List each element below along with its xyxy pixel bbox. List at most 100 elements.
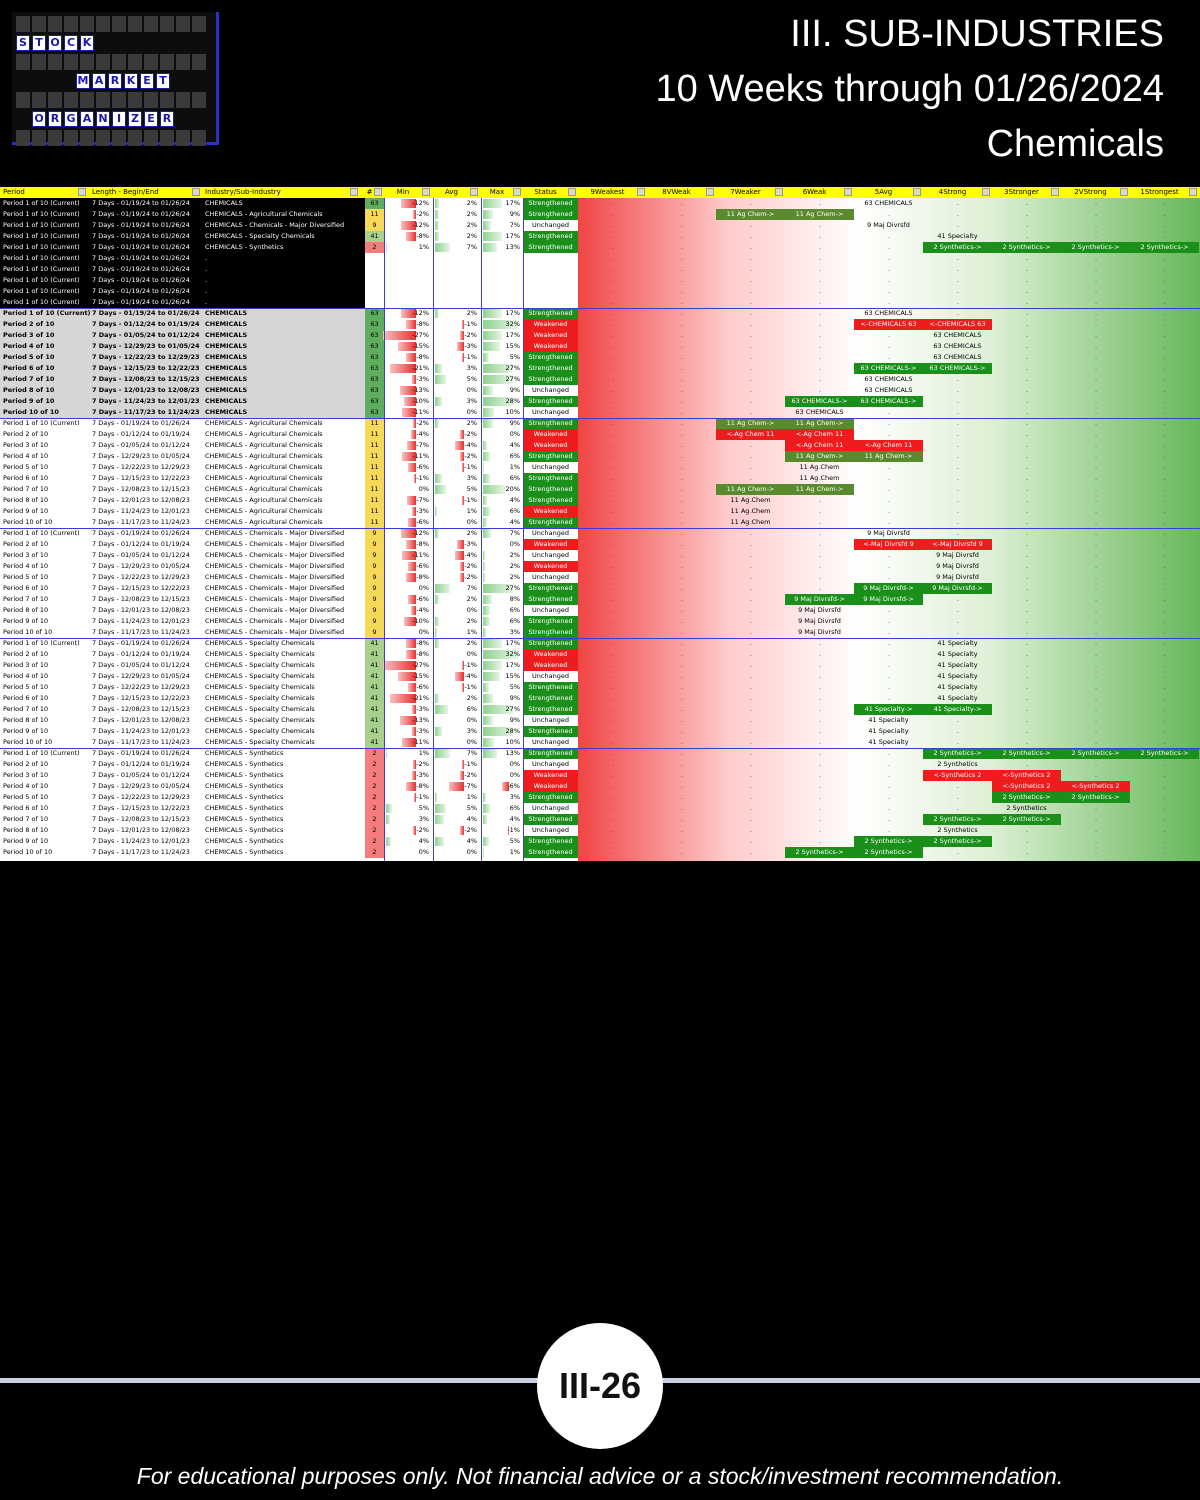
max-cell: 4% [481,814,523,825]
table-row: Period 1 of 10 (Current) 7 Days - 01/19/2… [0,748,1200,759]
rank-placeholder: . [1163,727,1167,735]
min-bar [383,661,416,670]
industry-cell: CHEMICALS - Synthetics [205,804,284,812]
table-row: Period 2 of 10 7 Days - 01/12/24 to 01/19… [0,319,1200,330]
industry-cell: CHEMICALS - Agricultural Chemicals [205,441,323,449]
avg-bar [459,771,464,780]
logo-tile [192,54,206,70]
rank-placeholder: . [611,826,615,834]
min-cell: -3% [384,726,432,737]
column-header[interactable]: 5Avg [874,188,893,196]
row-background [0,231,365,242]
rank-placeholder: . [680,320,684,328]
min-cell: -6% [384,517,432,528]
rank-label: 63 CHEMICALS [864,199,913,207]
column-header[interactable]: 3Stronger [1004,188,1039,196]
status-badge: Strengthened [523,396,578,407]
filter-dropdown-icon[interactable] [913,188,921,196]
column-header[interactable]: 6Weak [802,188,827,196]
rank-placeholder: . [1025,672,1029,680]
column-header[interactable]: Min [396,188,410,196]
rank-placeholder: . [611,199,615,207]
column-header[interactable]: Max [489,188,505,196]
max-cell: 10% [481,407,523,418]
column-header[interactable]: 4Strong [938,188,967,196]
filter-dropdown-icon[interactable] [1051,188,1059,196]
period-cell: Period 7 of 10 [3,375,55,383]
column-header[interactable]: 8VWeak [662,188,691,196]
filter-dropdown-icon[interactable] [982,188,990,196]
min-bar [408,518,416,527]
logo-letter: R [48,111,62,127]
column-header[interactable]: 7Weaker [730,188,761,196]
rank-label: 11 Ag Chem [730,518,771,526]
row-background [0,484,365,495]
row-background [0,836,365,847]
rank-placeholder: . [680,276,684,284]
table-row: Period 1 of 10 (Current) 7 Days - 01/19/2… [0,638,1200,649]
rank-label: 9 Maj Divrsfd [867,529,910,537]
max-bar [483,320,519,329]
status-badge: Unchanged [523,803,578,814]
filter-dropdown-icon[interactable] [78,188,86,196]
filter-dropdown-icon[interactable] [422,188,430,196]
max-bar [502,782,509,791]
rank-placeholder: . [887,232,891,240]
column-header[interactable]: 1Strongest [1140,188,1179,196]
column-header[interactable]: Length - Begin/End [92,188,159,196]
logo-letter: R [108,73,122,89]
filter-dropdown-icon[interactable] [1189,188,1197,196]
rank-placeholder: . [611,782,615,790]
filter-dropdown-icon[interactable] [350,188,358,196]
filter-dropdown-icon[interactable] [192,188,200,196]
rank-placeholder: . [1163,705,1167,713]
filter-dropdown-icon[interactable] [775,188,783,196]
min-value: -8% [416,320,429,328]
column-header[interactable]: 9Weakest [590,188,625,196]
column-header[interactable]: 2VStrong [1074,188,1107,196]
min-value: -2% [416,760,429,768]
rank-placeholder: . [1025,826,1029,834]
max-cell: 6% [481,605,523,616]
filter-dropdown-icon[interactable] [1120,188,1128,196]
group-separator [0,308,1200,309]
column-header[interactable]: Status [534,188,557,196]
max-cell: 7% [481,528,523,539]
min-bar [408,562,416,571]
period-cell: Period 5 of 10 [3,573,49,581]
status-badge: Strengthened [523,484,578,495]
column-header[interactable]: Avg [445,188,458,196]
min-bar [403,397,416,406]
filter-dropdown-icon[interactable] [706,188,714,196]
disclaimer: For educational purposes only. Not finan… [136,1463,1064,1489]
max-cell: 6% [481,616,523,627]
rank-placeholder: . [749,760,753,768]
max-value: 4% [509,518,520,526]
max-value: 6% [509,507,520,515]
filter-dropdown-icon[interactable] [844,188,852,196]
rank-label: 2 Synthetics-> [992,814,1061,825]
row-background [0,814,365,825]
industry-cell: . [205,265,208,273]
min-value [384,297,429,308]
rank-placeholder: . [749,364,753,372]
table-row: Period 1 of 10 (Current) 7 Days - 01/19/2… [0,297,1200,308]
industry-cell: CHEMICALS - Chemicals - Major Diversifie… [205,595,345,603]
filter-dropdown-icon[interactable] [513,188,521,196]
filter-dropdown-icon[interactable] [568,188,576,196]
avg-cell: -2% [433,451,480,462]
max-cell: 28% [481,396,523,407]
status-badge: Unchanged [523,737,578,748]
column-header[interactable]: Industry/Sub-Industry [205,188,281,196]
rank-placeholder: . [1163,507,1167,515]
column-header[interactable]: Period [3,188,25,196]
filter-dropdown-icon[interactable] [470,188,478,196]
rank-placeholder: . [1025,375,1029,383]
table-row: Period 4 of 10 7 Days - 12/29/23 to 01/05… [0,561,1200,572]
max-cell: 27% [481,704,523,715]
filter-dropdown-icon[interactable] [637,188,645,196]
rank-placeholder: . [1094,738,1098,746]
column-header[interactable]: # [366,188,373,196]
filter-dropdown-icon[interactable] [374,188,382,196]
length-cell: 7 Days - 12/08/23 to 12/15/23 [92,815,190,823]
